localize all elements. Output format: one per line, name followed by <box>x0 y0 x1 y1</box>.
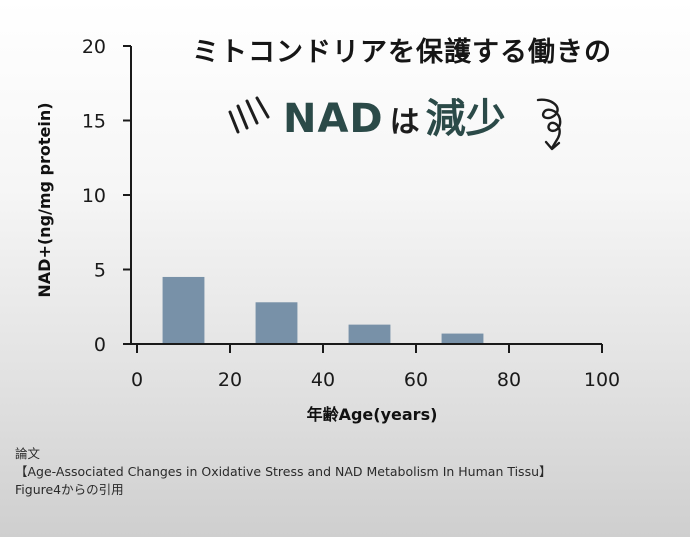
y-tick-label: 0 <box>94 334 106 356</box>
curly-arrow-icon <box>536 98 562 151</box>
bars-group <box>162 276 484 344</box>
y-tick-label: 5 <box>94 260 106 282</box>
subhead-emphasis: 減少 <box>425 96 506 142</box>
subhead-main: NAD <box>283 96 384 142</box>
x-tick-label: 20 <box>218 369 242 391</box>
y-tick-label: 15 <box>82 111 106 133</box>
citation-figure: Figure4からの引用 <box>15 482 124 497</box>
x-tick-label: 100 <box>584 369 620 391</box>
source-citation: 論文 【Age-Associated Changes in Oxidative … <box>15 445 685 499</box>
subhead-particle: は <box>389 105 420 140</box>
y-tick-label: 20 <box>82 36 106 58</box>
x-tick-label: 40 <box>311 369 335 391</box>
emphasis-lines-icon <box>228 96 270 134</box>
citation-label: 論文 <box>15 446 41 461</box>
y-tick-label: 10 <box>82 185 106 207</box>
headline: ミトコンドリアを保護する働きの <box>192 37 612 68</box>
citation-paper-title: 【Age-Associated Changes in Oxidative Str… <box>15 464 552 479</box>
x-tick-label: 80 <box>497 369 521 391</box>
bar-age-70 <box>441 333 484 344</box>
x-ticks-group: 0 20 40 60 80 100 <box>131 344 620 391</box>
x-axis-title: 年齢Age(years) <box>307 405 438 424</box>
y-ticks-group: 0 5 10 15 20 <box>82 36 131 356</box>
bar-age-50 <box>348 324 391 344</box>
bar-age-10 <box>162 276 205 344</box>
x-tick-label: 60 <box>404 369 428 391</box>
y-axis-title: NAD+(ng/mg protein) <box>35 102 54 297</box>
x-tick-label: 0 <box>131 369 143 391</box>
subhead: NAD は減少 <box>283 86 506 144</box>
bar-age-30 <box>255 302 298 344</box>
